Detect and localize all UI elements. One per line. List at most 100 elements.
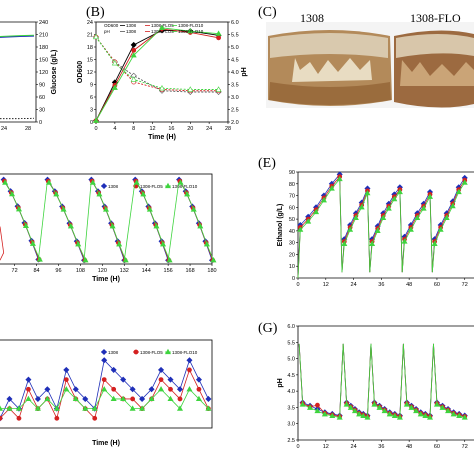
data-point [110, 366, 117, 373]
x-tick-label: 60 [434, 444, 440, 450]
data-point [195, 376, 202, 383]
data-point [72, 386, 79, 393]
x-tick-label: 108 [76, 268, 85, 274]
series-line [0, 368, 209, 420]
panel-e-ethanol-chart: 0 12 24 36 48 60 72 0 10 20 30 40 50 60 70 80 90 Ethanol … [277, 170, 474, 288]
x-tick-label: 8 [132, 126, 135, 132]
data-point [313, 208, 320, 215]
data-point [25, 395, 32, 402]
refill-line [167, 179, 180, 261]
y-tick-label: 6 [90, 95, 93, 101]
legend-entry: 1308-FLO10 [178, 29, 204, 34]
data-point [0, 405, 4, 411]
legend-entry: 1308 [108, 184, 119, 189]
data-point [89, 179, 96, 185]
x-tick-label: 36 [378, 444, 384, 450]
y-tick-label: 50 [289, 217, 295, 223]
data-point [63, 366, 70, 373]
left-flask-liquid [269, 82, 391, 105]
x-tick-label: 20 [187, 126, 193, 132]
data-point [391, 195, 398, 202]
x-tick-label: 12 [150, 126, 156, 132]
data-point-1308-left [130, 41, 137, 48]
data-point [203, 241, 210, 247]
y-tick-label: 30 [289, 241, 295, 247]
y-right-tick-label: 2.5 [231, 108, 239, 114]
left-flask-floc [292, 58, 372, 82]
data-point [67, 223, 74, 229]
cycle-line [4, 182, 41, 260]
data-point [44, 386, 51, 393]
panel-c-flask-photo: (C) 1308 1308-FLO [258, 5, 474, 108]
data-point-1308-FLO10-right [158, 85, 166, 91]
y-tick-label: 240 [39, 20, 48, 26]
y-tick-label: 2.5 [287, 438, 295, 444]
legend-entry: 1308-FLO5 [151, 23, 174, 28]
y-axis-label: Ethanol (g/L) [277, 204, 284, 247]
data-point [417, 411, 424, 417]
series-line-1308-FLO10-right [95, 36, 219, 90]
data-point [176, 386, 184, 393]
data-point [358, 204, 365, 210]
data-point [449, 202, 456, 209]
data-point [376, 404, 383, 410]
data-point [341, 240, 348, 246]
data-point [352, 214, 359, 221]
chart-legend: 1308 1308-FLO5 1308-FLO10 [100, 348, 198, 356]
data-point [195, 395, 202, 402]
y-right-axis-label: pH [241, 67, 248, 76]
photo-label-1308: 1308 [300, 11, 324, 25]
data-point [25, 376, 32, 383]
x-tick-label: 60 [434, 282, 440, 288]
y-tick-label: 0 [90, 120, 93, 126]
series-line-1308-left [95, 29, 219, 121]
legend-entry: 1308-FLO10 [172, 350, 198, 355]
data-point-1308-FLO10-left [187, 27, 194, 34]
data-point [197, 223, 204, 229]
x-tick-label: 4 [113, 126, 116, 132]
data-point [328, 185, 335, 191]
x-tick-label: 144 [142, 268, 151, 274]
x-tick-label: 24 [1, 126, 7, 132]
x-tick-label: 72 [462, 444, 468, 450]
data-point-1308-FLO10-right [187, 86, 194, 92]
data-point [9, 190, 16, 197]
data-point [140, 191, 147, 197]
data-point [72, 395, 79, 402]
data-point [177, 179, 184, 185]
data-point [63, 386, 70, 392]
data-point [15, 206, 23, 212]
data-point [450, 411, 457, 417]
panel-a-glucose-chart: 0 30 60 90 120 150 180 210 240 24 28 Glucose (g/L) [0, 20, 58, 132]
y-tick-label: 80 [289, 182, 295, 188]
data-point [129, 386, 136, 393]
data-point [205, 405, 212, 411]
x-tick-label: 28 [25, 126, 31, 132]
data-point [168, 386, 173, 392]
data-point [433, 401, 440, 407]
data-point [167, 376, 174, 383]
x-tick-label: 24 [351, 282, 357, 288]
series-line-1308-FLO5-left [95, 28, 219, 121]
x-tick-label: 84 [33, 268, 39, 274]
y-tick-label: 3.5 [287, 405, 295, 411]
data-point-1308-FLO10-left [111, 84, 118, 90]
legend-entry: 1308-FLO10 [172, 184, 198, 189]
data-point [347, 226, 354, 232]
data-point [148, 386, 155, 393]
series-line-1308-FLO10-left [95, 27, 219, 121]
legend-entry: pH [104, 29, 110, 34]
y-tick-label: 70 [289, 194, 295, 200]
data-point [371, 401, 378, 407]
legend-entry: 1308 [126, 29, 137, 34]
data-point [186, 386, 193, 392]
data-point [369, 240, 376, 246]
data-point [305, 218, 312, 224]
data-point [320, 197, 327, 203]
data-point [167, 395, 174, 402]
data-point [186, 357, 193, 364]
left-flask-foam [270, 33, 388, 58]
data-point [422, 412, 429, 418]
x-tick-label: 72 [12, 268, 18, 274]
